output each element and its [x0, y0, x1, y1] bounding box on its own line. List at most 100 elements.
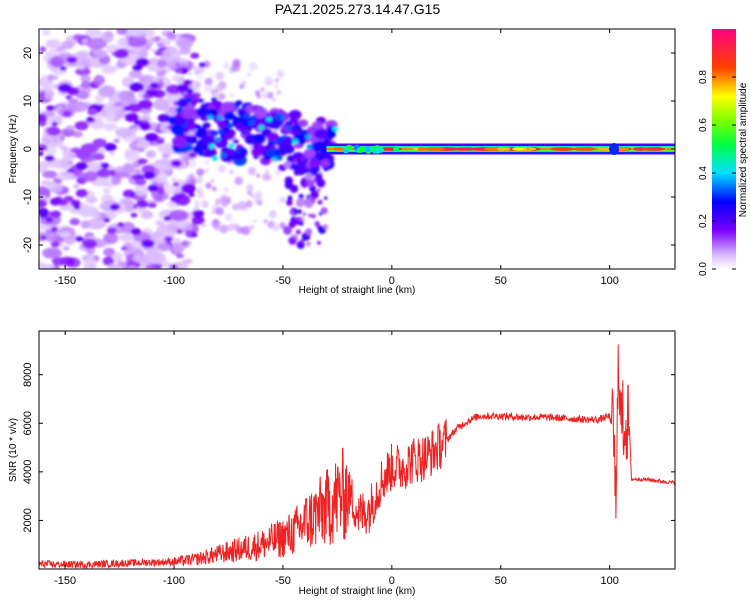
spectrogram-cell	[75, 189, 89, 198]
spectrogram-cell	[173, 116, 187, 127]
x-tick-label: -150	[54, 575, 76, 587]
spectrogram-cell	[86, 37, 108, 50]
x-tick-label: 100	[600, 575, 618, 587]
spectrogram-cell	[253, 107, 268, 119]
spectrogram-cell	[84, 29, 102, 38]
spectrogram-cell	[264, 76, 274, 86]
spectrogram-cell	[114, 48, 129, 59]
spectrogram-cell	[305, 163, 311, 169]
colorbar-label: Normalized spectral amplitude	[738, 82, 749, 217]
spectrogram-cell	[191, 215, 205, 225]
spectrogram-cell	[318, 212, 323, 216]
spectrogram-cell	[286, 199, 293, 206]
spectrogram-cell	[292, 119, 299, 125]
spectrogram-cell	[140, 210, 154, 220]
y-tick-label: 20	[22, 47, 34, 59]
spectrogram-cell	[250, 115, 257, 121]
spectrogram-cell	[70, 199, 81, 207]
spectrogram-cell	[65, 95, 72, 100]
spectrogram-cell	[43, 85, 53, 91]
spectrogram-cell	[293, 170, 299, 176]
spectrogram-cell	[117, 222, 125, 228]
spectrogram-cell	[158, 158, 171, 165]
spectrogram-cell	[286, 155, 294, 163]
spectrogram-cell	[136, 140, 150, 149]
spectrogram-cell	[217, 129, 224, 135]
spectrogram-cell	[268, 210, 277, 219]
spectrogram-cell	[50, 241, 60, 248]
bottom-y-axis: 2000 4000 6000 8000	[22, 362, 675, 533]
spectrogram-cell	[184, 155, 191, 161]
colorbar-tick-label: 0.2	[698, 214, 709, 228]
spectrogram-cell	[265, 169, 270, 174]
spectrogram-cell	[56, 170, 74, 181]
spectrogram-cell	[155, 177, 168, 184]
spectrogram-cell	[92, 49, 108, 59]
spectrogram-cell	[320, 207, 328, 215]
spectrogram-cell	[123, 105, 132, 112]
spectrogram-cell	[211, 219, 221, 229]
spectrogram-cell	[92, 138, 107, 148]
spectrogram-cell	[104, 143, 117, 152]
spectrogram-cell	[39, 108, 42, 114]
spectrogram-cell	[59, 66, 67, 71]
tone-band-peak	[364, 146, 371, 153]
x-tick-label: -100	[163, 575, 185, 587]
spectrogram-cell	[308, 158, 321, 169]
spectrogram-cell	[66, 56, 78, 64]
spectrogram-cell	[224, 131, 235, 140]
spectrogram-cell	[80, 74, 91, 83]
spectrogram-cell	[166, 31, 176, 40]
spectrogram-cell	[310, 167, 319, 176]
spectrogram-cell	[79, 205, 93, 218]
spectrogram-cell	[219, 224, 229, 234]
spectrogram-cell	[255, 173, 261, 179]
spectrogram-cell	[103, 188, 111, 194]
spectrogram-cell	[311, 213, 316, 219]
spectrogram-cell	[63, 195, 74, 203]
colorbar-gradient	[712, 29, 736, 269]
spectrogram-cell	[266, 132, 279, 142]
spectrogram-cell	[229, 170, 234, 175]
spectrogram-cell	[321, 158, 330, 168]
spectrogram-cell	[105, 211, 118, 219]
spectrogram-cell	[173, 136, 187, 148]
spectrogram-cell	[230, 93, 234, 98]
spectrogram-cell	[45, 217, 54, 223]
spectrogram-cell	[80, 220, 90, 230]
spectrogram-cell	[289, 209, 295, 215]
spectrogram-cell	[225, 147, 235, 156]
spectrogram-cell	[203, 168, 210, 174]
spectrogram-cell	[39, 113, 47, 123]
spectrogram-cell	[226, 223, 235, 232]
spectrogram-cell	[129, 82, 144, 92]
spectrogram-cell	[124, 112, 139, 123]
spectrogram-cell	[58, 53, 68, 60]
spectrogram-cell	[276, 137, 283, 143]
spectrogram-cell	[205, 149, 215, 156]
spectrogram-cell	[75, 161, 88, 171]
chart-title: PAZ1.2025.273.14.47.G15	[274, 1, 441, 17]
spectrogram-cell	[231, 149, 246, 161]
spectrogram-cell	[42, 247, 62, 259]
spectrogram-cell	[285, 125, 292, 131]
spectrogram-cell	[175, 253, 184, 259]
spectrogram-cell	[207, 114, 214, 120]
spectrogram-cell	[256, 94, 262, 99]
spectrogram-cell	[117, 38, 129, 47]
spectrogram-cell	[220, 152, 227, 158]
spectrogram-cell	[209, 75, 214, 79]
spectrogram-cell	[314, 221, 320, 227]
spectrogram-cell	[87, 108, 98, 116]
spectrogram-cell	[314, 128, 328, 140]
spectrogram-cell	[310, 190, 319, 199]
spectrogram-cell	[93, 74, 105, 86]
spectrogram-cell	[44, 90, 54, 100]
spectrogram-cell	[39, 199, 47, 208]
spectrogram-cell	[248, 120, 255, 126]
spectrogram-cell	[145, 264, 157, 269]
spectrogram-cell	[190, 52, 200, 59]
spectrogram-cell	[215, 71, 224, 81]
spectrogram-cell	[147, 202, 157, 209]
